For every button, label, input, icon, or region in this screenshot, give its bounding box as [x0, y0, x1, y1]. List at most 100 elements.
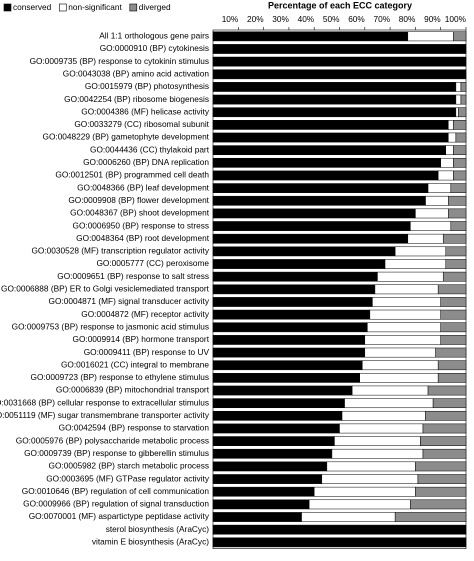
y-tick-label: GO:0009914 (BP) hormone transport: [72, 334, 209, 344]
bar-segment: [212, 410, 343, 421]
y-tick-label: GO:0015979 (BP) photosynthesis: [85, 81, 209, 91]
bar-segment: [437, 360, 467, 371]
bar-segment: [212, 309, 371, 320]
bar-segment: [450, 221, 467, 231]
bar-segment: [212, 233, 409, 244]
bar-segment: [435, 347, 467, 358]
bar-segment: [415, 208, 449, 219]
bar-segment: [453, 120, 467, 130]
y-tick-label: GO:0006260 (BP) DNA replication: [83, 157, 209, 167]
bar-segment: [351, 385, 429, 396]
bar-segment: [410, 499, 467, 510]
bar-segment: [422, 423, 467, 434]
bar-segment: [440, 309, 467, 320]
bar-segment: [440, 322, 467, 333]
y-tick-label: GO:0004386 (MF) helicase activity: [81, 106, 210, 116]
bar-segment: [460, 94, 467, 105]
y-tick-label: GO:0051119 (MF) sugar transmembrane tran…: [0, 410, 210, 420]
bar-segment: [331, 448, 424, 459]
bar-segment: [212, 208, 416, 219]
bar-segment: [212, 347, 366, 358]
bar-segment: [212, 170, 439, 181]
bar-segment: [440, 297, 467, 307]
y-tick-label: GO:0003695 (MF) GTPase regulator activit…: [46, 473, 210, 483]
bar-segment: [367, 322, 441, 333]
y-tick-label: GO:0000910 (BP) cytokinesis: [100, 43, 209, 53]
bar-segment: [394, 512, 467, 522]
legend-swatch: [3, 3, 12, 12]
x-tick-label: 50%: [323, 14, 340, 24]
y-tick-label: GO:0009739 (BP) response to gibberellin …: [24, 448, 209, 458]
bar-segment: [372, 297, 441, 307]
bar-segment: [359, 373, 439, 383]
y-tick-label: GO:0009723 (BP) response to ethylene sti…: [31, 372, 209, 382]
bar-segment: [212, 499, 310, 510]
y-tick-label: GO:0009735 (BP) response to cytokinin st…: [30, 56, 209, 66]
bar-segment: [417, 474, 467, 484]
y-tick-label: GO:0006839 (BP) mitochondrial transport: [56, 385, 210, 395]
x-tick-label: 80%: [399, 14, 416, 24]
y-tick-label: GO:0009753 (BP) response to jasmonic aci…: [12, 321, 209, 331]
bar-segment: [445, 259, 467, 269]
bar-segment: [212, 360, 363, 371]
bar-segment: [212, 94, 457, 105]
bar-segment: [321, 474, 419, 484]
y-tick-label: GO:0044436 (CC) thylakoid part: [90, 144, 210, 154]
bar-segment: [437, 373, 467, 383]
bar-segment: [415, 461, 467, 472]
bar-segment: [432, 398, 467, 409]
bar-segment: [364, 335, 441, 345]
bar-segment: [212, 297, 373, 307]
y-tick-label: vitamin E biosynthesis (AraCyc): [92, 537, 209, 547]
y-tick-label: GO:0006888 (BP) ER to Golgi vesiclemedia…: [1, 284, 210, 294]
y-tick-label: GO:0043038 (BP) amino acid activation: [63, 68, 210, 78]
bar-segment: [364, 347, 436, 358]
bar-segment: [442, 271, 467, 282]
y-tick-label: GO:0048229 (BP) gametophyte development: [42, 132, 209, 142]
bar-segment: [427, 385, 467, 396]
bar-segment: [407, 233, 444, 244]
bar-segment: [450, 183, 467, 193]
bar-segment: [374, 284, 439, 295]
bar-segment: [344, 398, 434, 409]
bar-segment: [410, 221, 452, 231]
bar-segment: [455, 132, 467, 143]
y-tick-label: GO:0031668 (BP) cellular response to ext…: [0, 397, 209, 407]
x-tick-label: 20%: [247, 14, 264, 24]
bar-segment: [212, 385, 353, 396]
bar-segment: [420, 436, 467, 446]
bar-segment: [339, 423, 424, 434]
bar-segment: [313, 486, 416, 497]
bar-segment: [326, 461, 416, 472]
bar-segment: [212, 56, 467, 67]
bar-segment: [341, 410, 426, 421]
bar-segment: [362, 360, 439, 371]
x-tick-label: 40%: [298, 14, 315, 24]
bar-segment: [455, 82, 462, 92]
bar-segment: [448, 132, 457, 143]
bar-segment: [212, 120, 449, 130]
bar-segment: [407, 31, 454, 42]
bar-segment: [422, 448, 467, 459]
y-tick-label: GO:0009966 (BP) regulation of signal tra…: [23, 499, 209, 509]
bar-segment: [445, 145, 454, 156]
bar-segment: [437, 170, 454, 181]
legend-swatch: [58, 3, 67, 12]
bar-segment: [212, 512, 302, 522]
y-tick-label: GO:0048364 (BP) root development: [76, 233, 210, 243]
bar-segment: [415, 486, 467, 497]
bar-segment: [212, 423, 340, 434]
bar-segment: [212, 107, 457, 118]
bar-segment: [212, 398, 345, 409]
bar-segment: [212, 474, 323, 484]
y-tick-label: GO:0009651 (BP) response to salt stress: [57, 271, 209, 281]
bar-segment: [212, 195, 426, 206]
x-tick-label: 90%: [424, 14, 441, 24]
bar-segment: [212, 524, 467, 535]
bar-segment: [448, 120, 454, 130]
bar-segment: [212, 335, 366, 345]
x-tick-label: 10%: [222, 14, 239, 24]
bar-segment: [212, 157, 441, 168]
bar-segment: [212, 461, 328, 472]
